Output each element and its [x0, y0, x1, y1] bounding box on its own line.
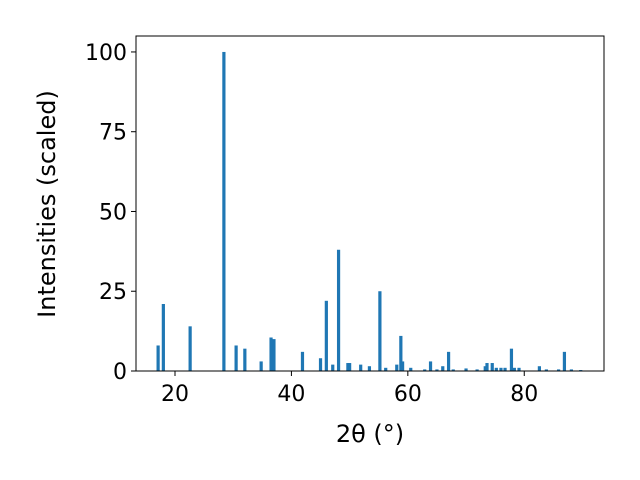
- bar: [562, 351, 567, 371]
- x-tick-label: 40: [277, 382, 305, 407]
- bar: [483, 366, 487, 371]
- x-axis-label: 2θ (°): [336, 420, 404, 448]
- bar: [324, 300, 328, 371]
- x-tick-label: 20: [161, 382, 189, 407]
- bar: [435, 369, 439, 371]
- bar: [451, 369, 455, 371]
- bar: [272, 339, 276, 371]
- bar: [509, 348, 514, 371]
- bar: [269, 337, 273, 371]
- bar: [367, 366, 372, 371]
- bar: [428, 361, 433, 371]
- bar: [384, 367, 388, 371]
- bar: [556, 369, 561, 371]
- bar: [259, 361, 263, 371]
- bar: [400, 361, 405, 371]
- bar: [234, 345, 238, 371]
- bar: [485, 363, 489, 371]
- y-tick-label: 100: [85, 41, 127, 66]
- x-tick-label: 60: [394, 382, 422, 407]
- bar: [161, 304, 165, 371]
- bar: [395, 364, 399, 371]
- bar: [336, 249, 341, 371]
- bar: [517, 367, 521, 371]
- bar: [243, 348, 247, 371]
- bar: [300, 351, 305, 371]
- y-tick-label: 25: [99, 280, 127, 305]
- bar: [399, 335, 403, 371]
- bar: [475, 369, 479, 371]
- bar: [503, 367, 507, 371]
- bar: [544, 369, 548, 371]
- bar: [359, 364, 363, 371]
- bar: [378, 291, 382, 371]
- bar: [494, 367, 498, 371]
- y-axis-label: Intensities (scaled): [33, 90, 61, 318]
- bar: [409, 367, 413, 371]
- bar: [441, 366, 445, 371]
- bar: [346, 363, 350, 371]
- bar: [331, 364, 335, 371]
- y-tick-label: 0: [113, 360, 127, 385]
- bar: [423, 369, 427, 371]
- bar: [537, 366, 541, 371]
- y-tick-label: 75: [99, 121, 127, 146]
- bar: [222, 51, 226, 371]
- y-tick-label: 50: [99, 200, 127, 225]
- bar: [318, 358, 323, 371]
- bar: [464, 368, 468, 371]
- bar: [156, 345, 160, 371]
- bar: [490, 363, 494, 371]
- bar: [499, 367, 503, 371]
- bar: [188, 326, 192, 371]
- bar: [512, 367, 516, 371]
- bar: [348, 363, 352, 371]
- bar: [446, 351, 451, 371]
- bar: [569, 369, 574, 371]
- x-tick-label: 80: [510, 382, 538, 407]
- plot-frame: [135, 35, 605, 372]
